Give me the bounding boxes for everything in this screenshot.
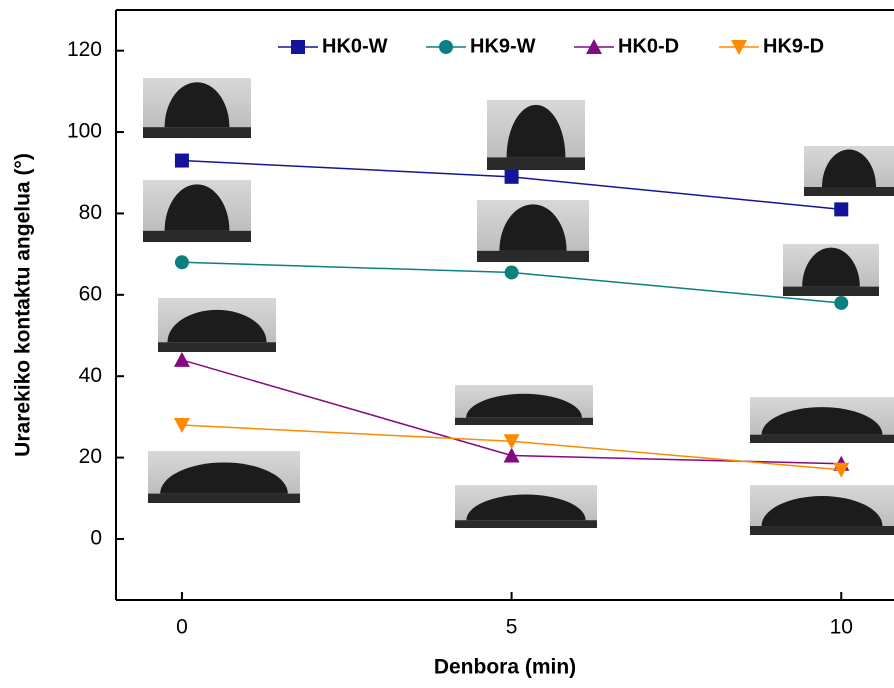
marker bbox=[503, 434, 520, 450]
droplet bbox=[802, 247, 860, 287]
marker bbox=[173, 418, 190, 434]
legend-marker bbox=[439, 40, 453, 54]
legend-label: HK9-W bbox=[470, 35, 536, 57]
legend-label: HK0-D bbox=[618, 35, 679, 57]
drop-base bbox=[487, 157, 585, 170]
y-tick-label: 80 bbox=[79, 201, 102, 224]
x-axis-label: Denbora (min) bbox=[434, 656, 576, 679]
marker bbox=[834, 295, 849, 310]
droplet bbox=[506, 104, 566, 158]
drop-base bbox=[455, 417, 593, 425]
droplet bbox=[499, 204, 567, 251]
droplet bbox=[167, 309, 267, 343]
x-tick-label: 10 bbox=[830, 616, 853, 639]
drop-photos bbox=[143, 78, 894, 535]
drop-base bbox=[750, 434, 894, 443]
drop-base bbox=[143, 230, 251, 242]
x-tick-label: 5 bbox=[506, 616, 518, 639]
drop-base bbox=[477, 250, 589, 262]
y-tick-label: 60 bbox=[79, 282, 102, 305]
marker bbox=[834, 202, 849, 217]
droplet bbox=[466, 494, 586, 521]
drop-base bbox=[783, 286, 879, 296]
marker bbox=[503, 447, 520, 463]
drop-base bbox=[143, 127, 251, 138]
legend-label: HK0-W bbox=[322, 35, 388, 57]
droplet bbox=[164, 82, 230, 128]
marker bbox=[174, 153, 189, 168]
drop-base bbox=[148, 493, 300, 503]
droplet bbox=[160, 462, 288, 494]
droplet bbox=[466, 393, 582, 418]
drop-base bbox=[804, 187, 894, 196]
y-tick-label: 120 bbox=[67, 38, 102, 61]
y-tick-label: 100 bbox=[67, 120, 102, 143]
y-axis-label: Urarekiko kontaktu angelua (°) bbox=[12, 153, 35, 457]
drop-base bbox=[455, 520, 597, 528]
y-tick-label: 40 bbox=[79, 364, 102, 387]
drop-base bbox=[750, 526, 894, 535]
marker bbox=[504, 265, 519, 280]
x-tick-label: 0 bbox=[176, 616, 188, 639]
y-tick-label: 0 bbox=[90, 527, 102, 550]
drop-base bbox=[158, 342, 276, 352]
marker bbox=[173, 351, 190, 367]
y-tick-label: 20 bbox=[79, 445, 102, 468]
legend-label: HK9-D bbox=[763, 35, 824, 57]
marker bbox=[174, 255, 189, 270]
legend-marker bbox=[731, 40, 747, 55]
legend-marker bbox=[291, 40, 305, 54]
legend-marker bbox=[586, 39, 602, 54]
marker bbox=[833, 462, 850, 478]
droplet bbox=[761, 407, 883, 435]
droplet bbox=[822, 149, 876, 187]
droplet bbox=[164, 184, 230, 231]
droplet bbox=[761, 496, 883, 526]
marker bbox=[504, 169, 519, 184]
